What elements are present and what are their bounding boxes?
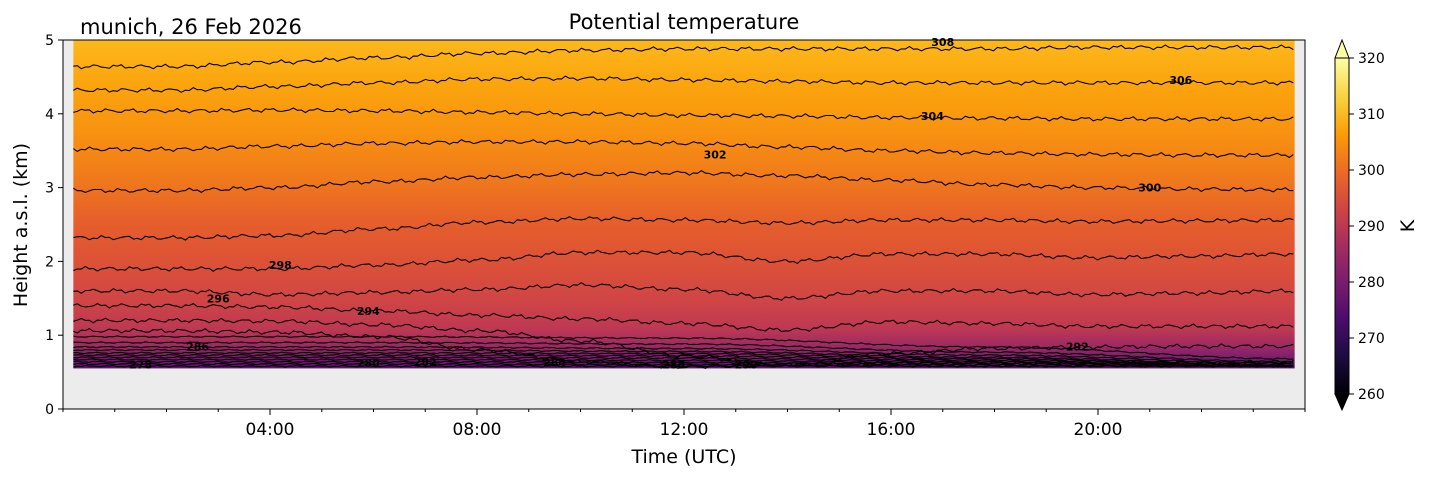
x-axis-label: Time (UTC) <box>630 446 736 468</box>
colorbar: 260 270 280 290 300 310 320 K <box>1334 38 1419 412</box>
contour-labels: 278 286 280 282 284 288 290 292 294 296 298 300 302 3… <box>129 36 1192 372</box>
contour-line-290 <box>73 327 1294 370</box>
y-tick-label-0: 0 <box>45 402 54 418</box>
contour-label-306: 306 <box>1169 74 1192 87</box>
colorbar-tick-label-280: 280 <box>1358 275 1385 291</box>
contour-line-282 <box>73 351 1294 367</box>
colorbar-tick-label-260: 260 <box>1358 387 1385 403</box>
contour-line-306 <box>73 107 1294 122</box>
chart-subtitle: munich, 26 Feb 2026 <box>80 15 302 39</box>
x-tick-label-04:00: 04:00 <box>246 420 295 440</box>
contour-label-280: 280 <box>357 357 380 370</box>
colorbar-min-extension <box>1334 393 1350 412</box>
contour-label-302: 302 <box>704 148 727 161</box>
x-tick-label-08:00: 08:00 <box>453 420 502 440</box>
contour-line-308 <box>73 75 1294 93</box>
contour-label-304: 304 <box>921 110 944 123</box>
x-axis-ticks: 04:00 08:00 12:00 16:00 20:00 <box>62 409 1306 440</box>
contour-line-300 <box>73 216 1294 241</box>
x-tick-label-12:00: 12:00 <box>660 420 709 440</box>
temperature-field <box>73 40 1295 369</box>
contour-lines <box>72 44 1294 370</box>
contour-label-278: 278 <box>129 359 152 372</box>
y-tick-label-3: 3 <box>45 181 54 197</box>
y-tick-label-1: 1 <box>45 328 54 344</box>
y-axis-ticks: 0 1 2 3 4 5 <box>45 33 63 418</box>
contour-line-296 <box>73 282 1294 301</box>
contour-label-296: 296 <box>207 292 230 305</box>
x-tick-label-20:00: 20:00 <box>1074 420 1123 440</box>
y-tick-label-4: 4 <box>45 107 54 123</box>
colorbar-label: K <box>1397 219 1419 232</box>
contour-line-277 <box>73 362 1294 368</box>
contour-label-290: 290 <box>735 359 758 372</box>
contour-label-308: 308 <box>931 36 954 49</box>
colorbar-tick-label-320: 320 <box>1358 51 1385 67</box>
y-tick-label-5: 5 <box>45 33 54 49</box>
contour-label-292: 292 <box>1066 340 1089 353</box>
y-tick-label-2: 2 <box>45 254 54 270</box>
contour-line-298 <box>73 249 1294 272</box>
contour-line-283 <box>73 348 1294 366</box>
contour-line-310 <box>73 44 1294 70</box>
colorbar-body <box>1334 57 1350 395</box>
contour-line-279 <box>73 358 1294 368</box>
contour-line-292 <box>73 317 1294 368</box>
contour-line-284 <box>73 345 1294 365</box>
contour-line-288 <box>73 335 1294 360</box>
colorbar-tick-label-270: 270 <box>1358 331 1385 347</box>
x-tick-label-16:00: 16:00 <box>867 420 916 440</box>
colorbar-tick-label-310: 310 <box>1358 107 1385 123</box>
colorbar-ticks: 260 270 280 290 300 310 320 <box>1349 51 1385 403</box>
contour-label-300: 300 <box>1138 182 1161 195</box>
contour-label-286: 286 <box>186 340 209 353</box>
contour-line-304 <box>72 139 1294 159</box>
contour-label-282: 282 <box>414 356 437 369</box>
contour-label-294: 294 <box>357 305 380 318</box>
contour-line-294 <box>73 302 1294 333</box>
chart-title: Potential temperature <box>569 10 800 34</box>
colorbar-tick-label-290: 290 <box>1358 219 1385 235</box>
contour-line-278 <box>73 360 1294 368</box>
contour-label-284: 284 <box>543 357 566 370</box>
contour-line-302 <box>73 170 1294 194</box>
contour-line-286 <box>73 341 1294 363</box>
colorbar-tick-label-300: 300 <box>1358 163 1385 179</box>
contour-label-298: 298 <box>269 259 292 272</box>
colorbar-max-extension <box>1334 38 1350 59</box>
y-axis-label: Height a.s.l. (km) <box>10 143 32 307</box>
contour-label-288: 288 <box>662 359 685 372</box>
